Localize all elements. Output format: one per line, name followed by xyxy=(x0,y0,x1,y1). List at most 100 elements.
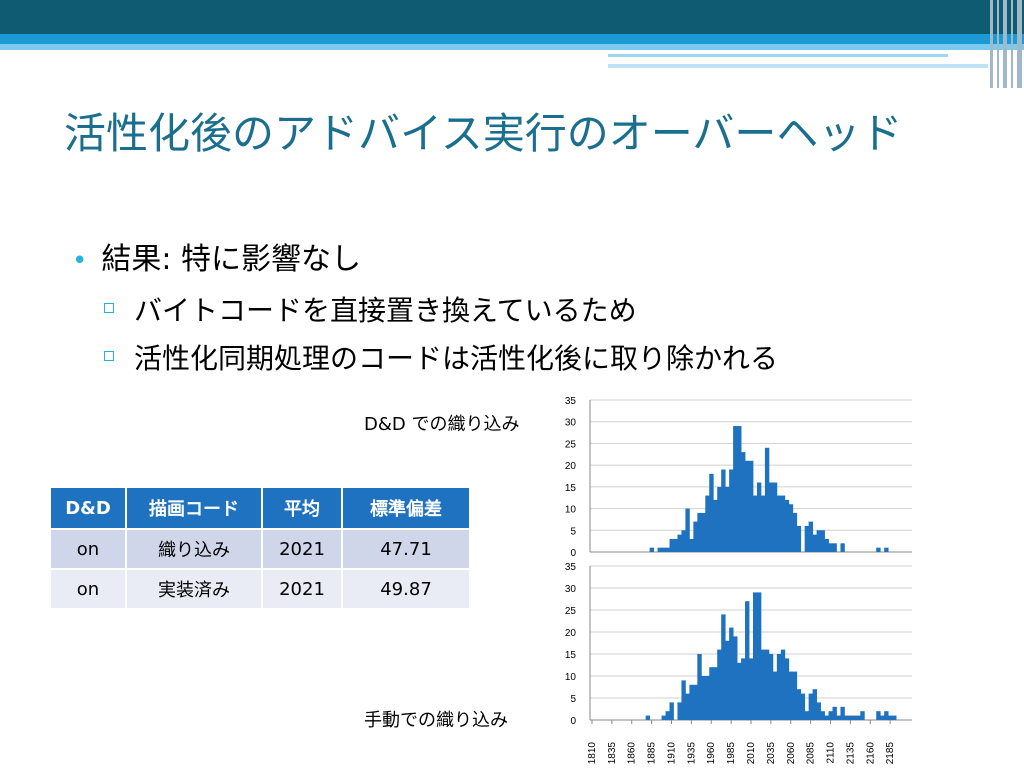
bar xyxy=(808,521,814,552)
bar xyxy=(677,534,682,552)
bar xyxy=(800,693,806,720)
bar xyxy=(717,486,722,552)
bar xyxy=(812,534,817,552)
y-tick-label: 0 xyxy=(570,548,576,559)
bar xyxy=(840,706,845,720)
bar xyxy=(737,426,742,552)
chart2-caption: 手動での織り込み xyxy=(364,710,508,731)
table-header: 描画コード xyxy=(125,486,263,530)
bar xyxy=(884,547,889,552)
bar xyxy=(689,684,694,720)
bar xyxy=(768,654,774,720)
bar xyxy=(832,543,837,552)
y-tick-label: 35 xyxy=(565,562,577,573)
bar xyxy=(892,715,897,720)
bar xyxy=(832,706,837,720)
x-tick-label: 1835 xyxy=(607,742,618,765)
y-tick-label: 25 xyxy=(565,606,577,617)
x-tick-label: 2185 xyxy=(885,742,896,765)
bar xyxy=(876,547,881,552)
bar xyxy=(820,530,825,552)
bar xyxy=(649,547,655,552)
bar xyxy=(784,658,790,720)
bar xyxy=(705,676,710,720)
bar xyxy=(784,499,790,552)
bar xyxy=(725,486,730,552)
bar xyxy=(876,711,881,720)
bar xyxy=(725,640,730,720)
table-cell: 2021 xyxy=(261,528,343,570)
chart1-caption: D&D での織り込み xyxy=(364,414,520,435)
bar xyxy=(741,658,746,720)
bar xyxy=(665,711,670,720)
bar xyxy=(713,667,718,720)
table-header: 標準偏差 xyxy=(341,486,471,530)
bar xyxy=(749,460,754,552)
bar xyxy=(645,715,651,720)
bar xyxy=(745,601,750,720)
y-tick-label: 25 xyxy=(565,439,577,450)
bar xyxy=(772,671,778,720)
y-tick-label: 20 xyxy=(565,461,577,472)
bar xyxy=(701,512,706,552)
bar xyxy=(689,538,694,552)
bar xyxy=(828,543,833,552)
bar xyxy=(681,680,686,720)
bar xyxy=(693,521,698,552)
bar xyxy=(824,538,829,552)
x-tick-label: 2135 xyxy=(845,742,856,765)
x-tick-label: 2060 xyxy=(786,742,797,765)
bar xyxy=(665,547,670,552)
y-tick-label: 30 xyxy=(565,584,577,595)
results-table: D&D 描画コード 平均 標準偏差 on 織り込み 2021 47.71 on … xyxy=(49,486,471,610)
bar xyxy=(760,649,766,720)
top-banner-light-stripe xyxy=(0,44,1024,50)
bar xyxy=(745,460,750,552)
table-header: 平均 xyxy=(261,486,343,530)
bar xyxy=(792,512,798,552)
bar xyxy=(804,525,810,552)
x-tick-label: 1935 xyxy=(686,742,697,765)
table-cell: on xyxy=(49,528,127,570)
x-tick-label: 2110 xyxy=(826,742,837,764)
bar xyxy=(749,658,754,720)
bar xyxy=(796,525,802,552)
bar xyxy=(721,614,726,720)
bar xyxy=(681,530,686,552)
bar xyxy=(816,530,821,552)
x-tick-label: 2160 xyxy=(865,742,876,765)
bar xyxy=(677,702,682,720)
sub-bullet-2: 活性化同期処理のコードは活性化後に取り除かれる xyxy=(104,340,778,378)
y-tick-label: 5 xyxy=(570,694,576,705)
bar xyxy=(752,495,758,552)
bar xyxy=(812,689,817,720)
bar xyxy=(880,715,885,720)
bar xyxy=(697,654,702,720)
bar xyxy=(772,482,778,552)
bar xyxy=(717,649,722,720)
bar xyxy=(764,447,770,552)
bar xyxy=(737,662,742,720)
y-tick-label: 20 xyxy=(565,628,577,639)
x-tick-label: 1960 xyxy=(706,742,717,765)
bar xyxy=(860,711,865,720)
bar xyxy=(661,547,666,552)
bar xyxy=(776,654,782,720)
x-tick-label: 1810 xyxy=(587,742,598,765)
bar xyxy=(693,684,698,720)
bar xyxy=(820,711,825,720)
y-tick-label: 5 xyxy=(570,526,576,537)
sub-bullet-text: バイトコードを直接置き換えているため xyxy=(134,294,637,327)
table-cell: 47.71 xyxy=(341,528,471,570)
bar xyxy=(733,426,738,552)
bar xyxy=(729,627,734,720)
sub-bullet-text: 活性化同期処理のコードは活性化後に取り除かれる xyxy=(134,342,779,375)
top-banner-stripe xyxy=(0,34,1024,44)
y-tick-label: 35 xyxy=(565,396,577,407)
x-tick-label: 1985 xyxy=(726,742,737,765)
table-cell: on xyxy=(49,568,127,610)
bar xyxy=(709,473,714,552)
bar xyxy=(780,495,786,552)
bar xyxy=(760,495,766,552)
table-cell: 49.87 xyxy=(341,568,471,610)
